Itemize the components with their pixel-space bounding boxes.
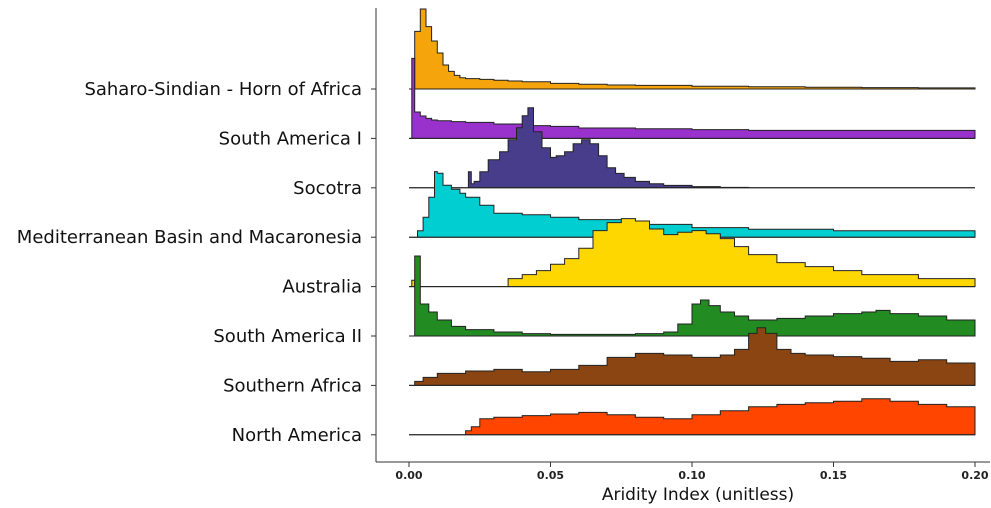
ridge-2 [409, 107, 975, 189]
ridge-3 [409, 171, 976, 238]
ridge-6 [409, 327, 976, 386]
category-label-0: Saharo-Sindian - Horn of Africa [84, 79, 362, 100]
ridges-group [409, 8, 976, 436]
x-axis-title: Aridity Index (unitless) [602, 485, 794, 505]
x-tick-label-3: 0.15 [820, 469, 847, 482]
x-tick-label-0: 0.00 [395, 469, 422, 482]
x-tick-label-1: 0.05 [537, 469, 564, 482]
x-tick-label-2: 0.10 [678, 469, 705, 482]
category-label-6: Southern Africa [223, 375, 362, 396]
category-label-1: South America I [219, 128, 362, 149]
category-label-2: Socotra [293, 178, 362, 199]
category-label-5: South America II [213, 326, 362, 347]
ridge-7 [409, 398, 976, 436]
category-label-4: Australia [282, 277, 362, 298]
ridge-0 [409, 8, 976, 90]
category-labels: Saharo-Sindian - Horn of Africa South Ame… [17, 79, 376, 446]
ridge-1 [409, 57, 976, 139]
x-axis-ticks: 0.00 0.05 0.10 0.15 0.20 [395, 462, 989, 482]
x-tick-label-4: 0.20 [961, 469, 988, 482]
category-label-7: North America [232, 425, 362, 446]
category-label-3: Mediterranean Basin and Macaronesia [17, 227, 362, 248]
ridge-4 [409, 218, 976, 288]
ridge-5 [409, 255, 976, 337]
